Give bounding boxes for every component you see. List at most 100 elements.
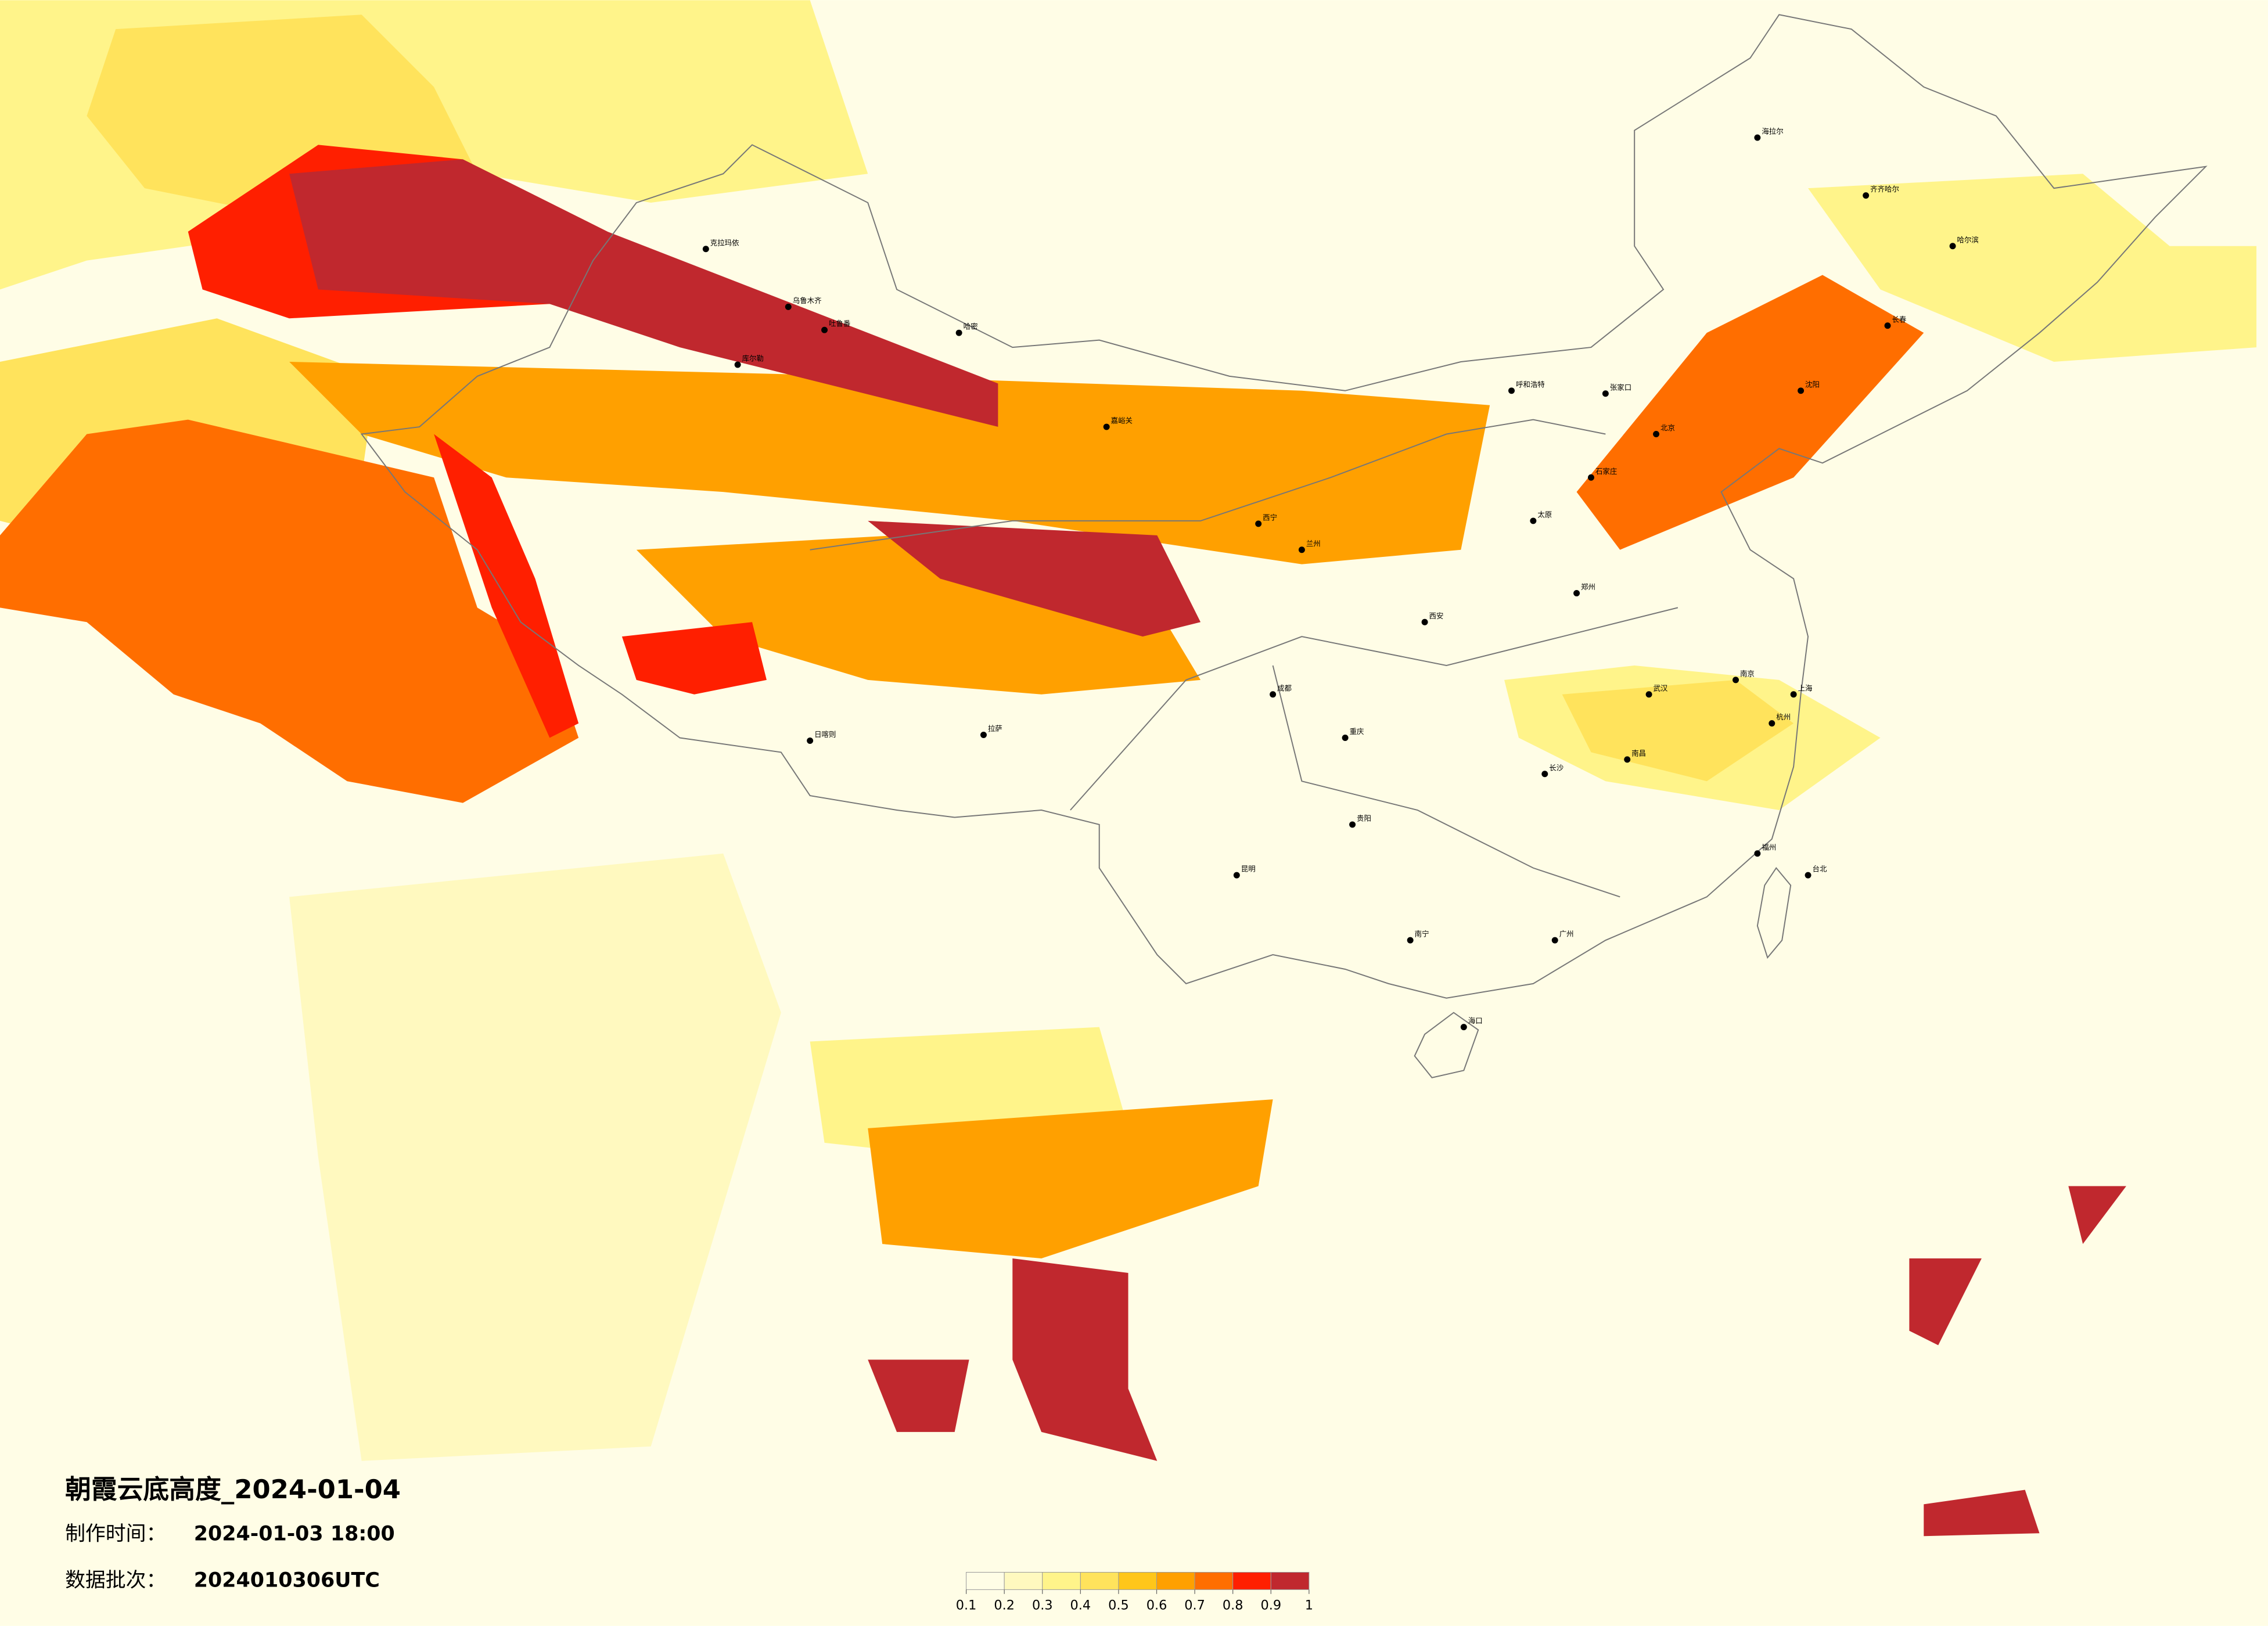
city-label: 海口 (1468, 1016, 1483, 1025)
city-label: 郑州 (1581, 582, 1595, 591)
cloud-region (1909, 1258, 1982, 1346)
cloud-field (0, 0, 2257, 1537)
city-label: 广州 (1559, 930, 1574, 938)
city-label: 海拉尔 (1762, 127, 1783, 136)
city-dot (1884, 322, 1891, 329)
city-dot (1508, 387, 1515, 394)
cloud-region (621, 622, 767, 695)
city-label: 长沙 (1549, 763, 1563, 772)
cloud-region (636, 535, 1201, 695)
city-dot (1407, 937, 1414, 944)
borders (360, 14, 2208, 1078)
colorbar-tick-label: 0.4 (1070, 1598, 1091, 1613)
city-label: 兰州 (1306, 539, 1321, 548)
cloud-region (2068, 1186, 2126, 1244)
city-label: 沈阳 (1805, 380, 1820, 388)
cloud-region (868, 520, 1201, 637)
city-label: 齐齐哈尔 (1870, 185, 1899, 193)
map-title: 朝霞云底高度_2024-01-04 (65, 1474, 401, 1505)
city-dot (821, 326, 828, 333)
city-label: 南宁 (1415, 930, 1429, 938)
colorbar-box (1004, 1571, 1043, 1590)
city-dot (1460, 1024, 1467, 1031)
city-dot (1790, 691, 1797, 698)
colorbar-tick-label: 0.3 (1032, 1598, 1053, 1613)
city-dot (1798, 387, 1805, 394)
city-label: 贵阳 (1357, 814, 1371, 822)
city-dot (1805, 872, 1811, 879)
city-dot (955, 329, 962, 336)
colorbar-box (1118, 1571, 1158, 1590)
city-label: 乌鲁木齐 (793, 296, 822, 305)
city-label: 南昌 (1631, 749, 1646, 757)
province-border (1070, 607, 1678, 811)
city-label: 昆明 (1241, 865, 1256, 873)
colorbar-box (1194, 1571, 1234, 1590)
city-label: 吐鲁番 (829, 319, 851, 328)
city-label: 拉萨 (988, 724, 1002, 733)
city-dot (1754, 850, 1761, 857)
city-dot (1602, 390, 1609, 397)
cloud-region (289, 159, 998, 427)
city-label: 上海 (1798, 684, 1813, 692)
city-label: 南京 (1740, 669, 1755, 678)
city-dot (1270, 691, 1277, 698)
city-label: 武汉 (1654, 684, 1668, 692)
city-label: 北京 (1660, 423, 1675, 432)
colorbar-tick-label: 0.9 (1260, 1598, 1281, 1613)
colorbar-box (1232, 1571, 1271, 1590)
city-dot (1541, 771, 1548, 778)
city-dot (807, 737, 814, 744)
colorbar-tick-label: 0.5 (1108, 1598, 1129, 1613)
city-label: 石家庄 (1595, 467, 1617, 476)
city-dot (1421, 618, 1428, 625)
city-dot (785, 303, 792, 310)
cloud-region (1576, 275, 1924, 550)
cloud-region (1012, 1258, 1158, 1461)
city-label: 张家口 (1610, 383, 1631, 391)
cloud-region (868, 1099, 1273, 1259)
colorbar-tick-label: 0.6 (1146, 1598, 1167, 1613)
city-label: 嘉峪关 (1111, 416, 1133, 425)
colorbar-box (966, 1571, 1005, 1590)
taiwan (1756, 866, 1792, 959)
city-dot (1587, 474, 1594, 481)
colorbar-tick-label: 1 (1305, 1598, 1313, 1613)
info-label: 数据批次： (65, 1569, 166, 1592)
city-dot (980, 732, 987, 738)
city-label: 库尔勒 (742, 354, 764, 363)
colorbar: 0.1 0.2 0.3 0.4 0.5 0.6 0.7 0.8 0.9 1 (956, 1571, 1313, 1613)
cloud-region (1808, 174, 2257, 362)
city-label: 西安 (1429, 611, 1444, 620)
city-label: 呼和浩特 (1516, 380, 1545, 388)
hainan (1414, 1012, 1479, 1078)
city-dot (1769, 720, 1775, 727)
colorbar-tick-label: 0.2 (994, 1598, 1015, 1613)
city-dot (1551, 937, 1558, 944)
city-label: 长春 (1892, 315, 1906, 323)
city-label: 成都 (1277, 684, 1292, 692)
city-label: 克拉玛依 (710, 238, 739, 247)
city-label: 太原 (1537, 510, 1552, 519)
cloud-region (1924, 1490, 2040, 1537)
cloud-region (1562, 679, 1794, 782)
city-dot (1653, 431, 1660, 437)
city-dot (1530, 517, 1537, 524)
city-label: 福州 (1762, 843, 1776, 851)
info-label: 制作时间： (65, 1523, 166, 1546)
info-value: 2024-01-03 18:00 (194, 1523, 395, 1546)
city-dot (1233, 872, 1240, 879)
city-dot (1733, 677, 1739, 684)
city-dot (702, 246, 709, 253)
city-dot (1754, 134, 1761, 141)
city-label: 台北 (1813, 865, 1827, 873)
colorbar-box (1156, 1571, 1195, 1590)
city-dot (1645, 691, 1652, 698)
city-dot (1255, 520, 1262, 527)
city-dot (1349, 821, 1356, 828)
city-dot (1573, 589, 1580, 596)
cloud-region (868, 1359, 969, 1432)
province-border (1272, 665, 1620, 898)
